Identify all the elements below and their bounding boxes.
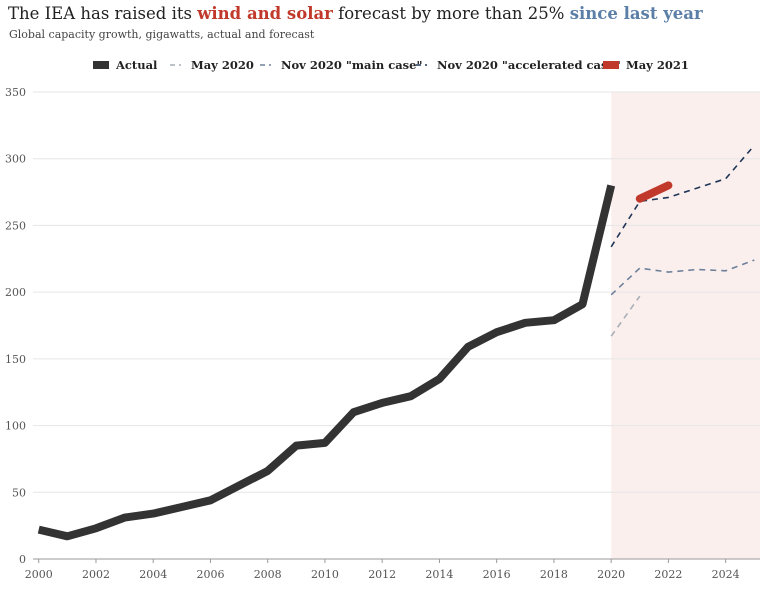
y-tick-label-100: 100: [5, 420, 26, 433]
legend-swatch-actual: [93, 61, 109, 69]
x-tick-label-2008: 2008: [254, 568, 282, 581]
x-tick-label-2022: 2022: [654, 568, 682, 581]
y-tick-label-150: 150: [5, 353, 26, 366]
series-line-nov-2020-main: [610, 259, 755, 296]
title-part-2: forecast by more than 25%: [332, 4, 570, 23]
x-tick-label-2012: 2012: [368, 568, 396, 581]
chart-title: The IEA has raised its wind and solar fo…: [8, 4, 703, 23]
y-tick-label-300: 300: [5, 153, 26, 166]
legend-label-nov-2020-main: Nov 2020 "main case": [281, 58, 423, 72]
x-tick-label-2006: 2006: [196, 568, 224, 581]
legend-swatch-may-2020: [170, 64, 181, 66]
legend-label-may-2021: May 2021: [626, 58, 689, 72]
y-tick-label-200: 200: [5, 286, 26, 299]
legend-item-may-2021: May 2021: [603, 58, 689, 72]
forecast-region-band: [611, 92, 760, 559]
legend-item-nov-2020-accelerated: Nov 2020 "accelerated case": [416, 58, 621, 72]
title-highlight-wind-solar: wind and solar: [197, 4, 333, 23]
x-tick-label-2002: 2002: [82, 568, 110, 581]
legend-item-actual: Actual: [93, 58, 157, 72]
legend-swatch-nov-2020-main: [260, 64, 271, 66]
legend-swatch-may-2021: [603, 61, 619, 69]
y-tick-label-250: 250: [5, 219, 26, 232]
x-tick-label-2016: 2016: [483, 568, 511, 581]
y-tick-label-0: 0: [19, 553, 26, 566]
chart-subtitle: Global capacity growth, gigawatts, actua…: [9, 28, 315, 41]
y-tick-label-350: 350: [5, 86, 26, 99]
legend-swatch-nov-2020-accelerated: [416, 64, 427, 66]
series-line-may-2021: [635, 181, 673, 203]
legend-label-actual: Actual: [116, 58, 158, 72]
x-tick-label-2000: 2000: [25, 568, 53, 581]
y-tick-label-50: 50: [12, 486, 26, 499]
legend-label-nov-2020-accelerated: Nov 2020 "accelerated case": [437, 58, 621, 72]
legend: Actual May 2020 Nov 2020 "main case" Nov…: [0, 58, 768, 80]
x-tick-label-2010: 2010: [311, 568, 339, 581]
x-tick-label-2014: 2014: [425, 568, 453, 581]
title-part-1: The IEA has raised its: [8, 4, 198, 23]
legend-item-may-2020: May 2020: [170, 58, 254, 72]
legend-item-nov-2020-main: Nov 2020 "main case": [260, 58, 422, 72]
x-tick-label-2024: 2024: [712, 568, 740, 581]
legend-label-may-2020: May 2020: [191, 58, 254, 72]
series-line-nov-2020-accelerated: [610, 144, 755, 248]
title-highlight-since-last-year: since last year: [569, 4, 703, 23]
x-tick-label-2004: 2004: [139, 568, 167, 581]
series-line-actual: [37, 184, 616, 541]
x-tick-label-2018: 2018: [540, 568, 568, 581]
x-tick-label-2020: 2020: [597, 568, 625, 581]
series-line-may-2020: [610, 295, 641, 337]
